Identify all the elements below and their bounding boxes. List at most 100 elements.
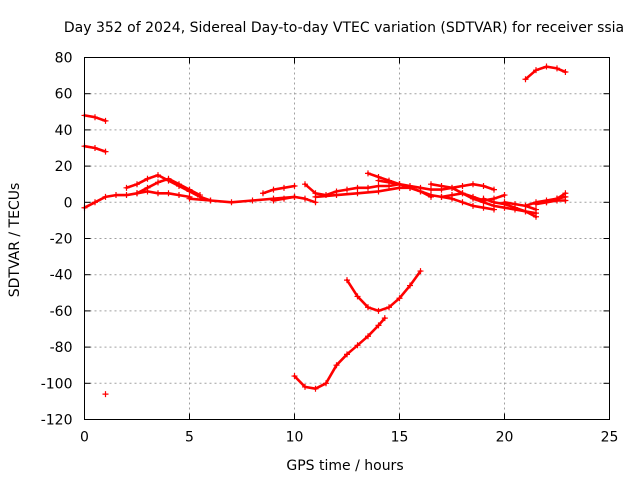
y-tick-label: 40 (55, 123, 73, 139)
data-point (375, 177, 382, 184)
data-point (375, 183, 382, 190)
data-point (375, 307, 382, 314)
data-point (281, 184, 287, 191)
series-line (293, 316, 387, 390)
data-point (344, 351, 350, 358)
data-point (123, 184, 130, 191)
series-track-19 (543, 190, 569, 206)
data-point (281, 195, 287, 202)
x-tick-label: 25 (601, 430, 619, 446)
data-point (270, 186, 277, 193)
series-track-9 (302, 181, 403, 199)
series-line (303, 182, 401, 197)
data-point (381, 315, 388, 322)
data-point (186, 186, 193, 193)
data-point (375, 322, 382, 329)
data-point (302, 383, 308, 390)
data-series (81, 63, 569, 398)
series-line (261, 184, 296, 195)
series-track-20 (522, 63, 569, 83)
data-point (459, 190, 466, 197)
data-point (501, 192, 508, 199)
data-point (543, 63, 550, 70)
data-point (155, 172, 161, 179)
data-point (260, 190, 266, 197)
data-point (312, 199, 319, 206)
data-point (323, 380, 329, 387)
data-point (562, 197, 569, 204)
x-tick-label: 15 (391, 430, 409, 446)
data-point (428, 186, 434, 193)
data-point (501, 199, 508, 206)
data-point (113, 192, 119, 199)
x-axis-label: GPS time / hours (286, 458, 403, 474)
axis-ticks: 0 5 10 15 20 25 -120 -100 -80 -60 -40 -20 0 20 40 60 80 (41, 51, 619, 446)
chart-title: Day 352 of 2024, Sidereal Day-to-day VTE… (64, 20, 624, 36)
data-point (522, 208, 529, 215)
data-point (144, 184, 151, 191)
data-point (270, 197, 277, 204)
data-point (365, 170, 371, 177)
data-point (386, 179, 392, 186)
data-point (176, 192, 182, 199)
data-point (344, 186, 350, 193)
data-point (249, 197, 256, 204)
data-point (92, 199, 98, 206)
data-point (554, 195, 560, 202)
data-point (417, 268, 424, 275)
data-point (134, 181, 140, 188)
series-line (345, 269, 422, 313)
data-point (396, 295, 403, 302)
data-point (365, 184, 371, 191)
data-point (354, 342, 361, 349)
x-tick-label: 20 (496, 430, 514, 446)
data-point (449, 184, 455, 191)
series-line (503, 201, 538, 211)
series-track-14 (438, 190, 508, 204)
data-point (207, 197, 214, 204)
data-point (407, 282, 413, 289)
data-point (92, 145, 98, 151)
series-track-21 (291, 315, 388, 392)
data-point (333, 362, 340, 369)
data-point (155, 179, 161, 186)
data-point (302, 181, 308, 188)
series-track-12 (375, 177, 497, 193)
data-point (302, 195, 308, 202)
data-point (533, 67, 539, 74)
y-tick-label: -40 (50, 268, 73, 284)
data-point (312, 193, 319, 200)
data-point (396, 181, 403, 188)
series-track-1 (81, 112, 109, 124)
y-axis-label: SDTVAR / TECUs (7, 183, 23, 298)
series-track-5 (134, 175, 203, 199)
data-point (407, 183, 413, 190)
data-point (197, 192, 203, 199)
data-point (480, 183, 487, 190)
data-point (554, 65, 560, 72)
data-point (562, 190, 569, 197)
data-point (428, 192, 434, 199)
y-tick-label: -20 (50, 232, 73, 248)
data-point (333, 192, 340, 199)
data-point (354, 190, 361, 197)
data-point (291, 193, 298, 200)
y-tick-label: 80 (55, 51, 73, 67)
series-track-2 (81, 143, 109, 155)
data-point (449, 192, 455, 199)
data-point (354, 184, 361, 191)
series-line (188, 195, 296, 204)
data-point (512, 201, 518, 208)
x-tick-label: 0 (80, 430, 89, 446)
data-point (92, 114, 98, 121)
data-point (375, 188, 382, 195)
data-point (354, 293, 361, 300)
series-track-8 (270, 193, 319, 206)
grid-lines (84, 57, 610, 420)
data-point (291, 373, 298, 380)
data-point (470, 202, 476, 209)
data-point (165, 190, 172, 197)
data-point (522, 76, 529, 83)
data-point (533, 206, 539, 213)
data-point (480, 195, 487, 202)
